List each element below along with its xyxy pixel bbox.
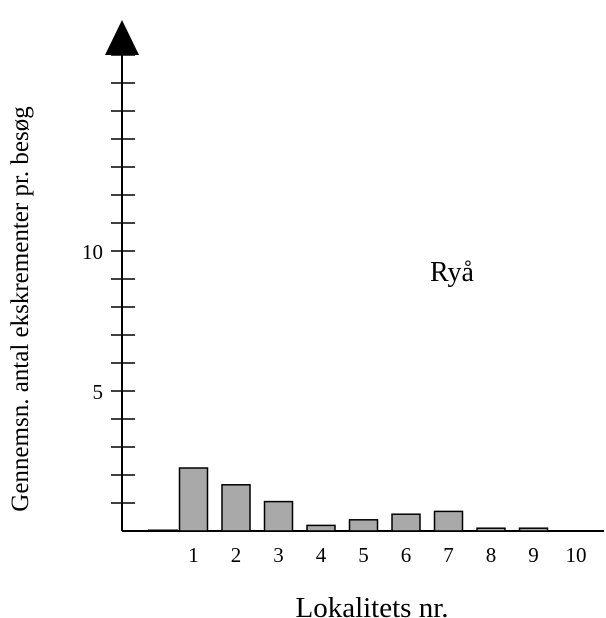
bar	[306, 524, 336, 532]
y-tick-label: 5	[93, 380, 104, 404]
x-tick-label: 1	[188, 543, 199, 567]
bar	[391, 513, 421, 532]
x-tick-label: 10	[566, 543, 587, 567]
bar	[518, 527, 549, 532]
bar	[263, 500, 294, 532]
bar	[433, 510, 464, 532]
x-tick-label: 5	[358, 543, 369, 567]
x-tick-label: 6	[401, 543, 412, 567]
y-axis-label: Gennemsn. antal ekskrementer pr. besøg	[7, 106, 34, 512]
x-tick-labels: 1 2 3 4 5 6 7 8 9 10	[188, 543, 586, 567]
x-tick-label: 2	[231, 543, 242, 567]
x-tick-label: 3	[273, 543, 284, 567]
y-tick-labels: 5 10	[82, 240, 103, 404]
bar	[178, 467, 209, 532]
x-axis-label: Lokalitets nr.	[295, 592, 448, 618]
bars	[178, 467, 549, 532]
y-axis-arrow	[105, 20, 139, 55]
bar	[221, 484, 251, 532]
x-tick-label: 9	[528, 543, 539, 567]
chart-annotation: Ryå	[430, 257, 475, 288]
bar	[476, 527, 506, 532]
x-tick-label: 7	[443, 543, 454, 567]
x-tick-label: 8	[486, 543, 497, 567]
axes	[105, 20, 604, 532]
x-tick-label: 4	[316, 543, 327, 567]
y-tick-label: 10	[82, 240, 103, 264]
bar	[348, 519, 379, 532]
